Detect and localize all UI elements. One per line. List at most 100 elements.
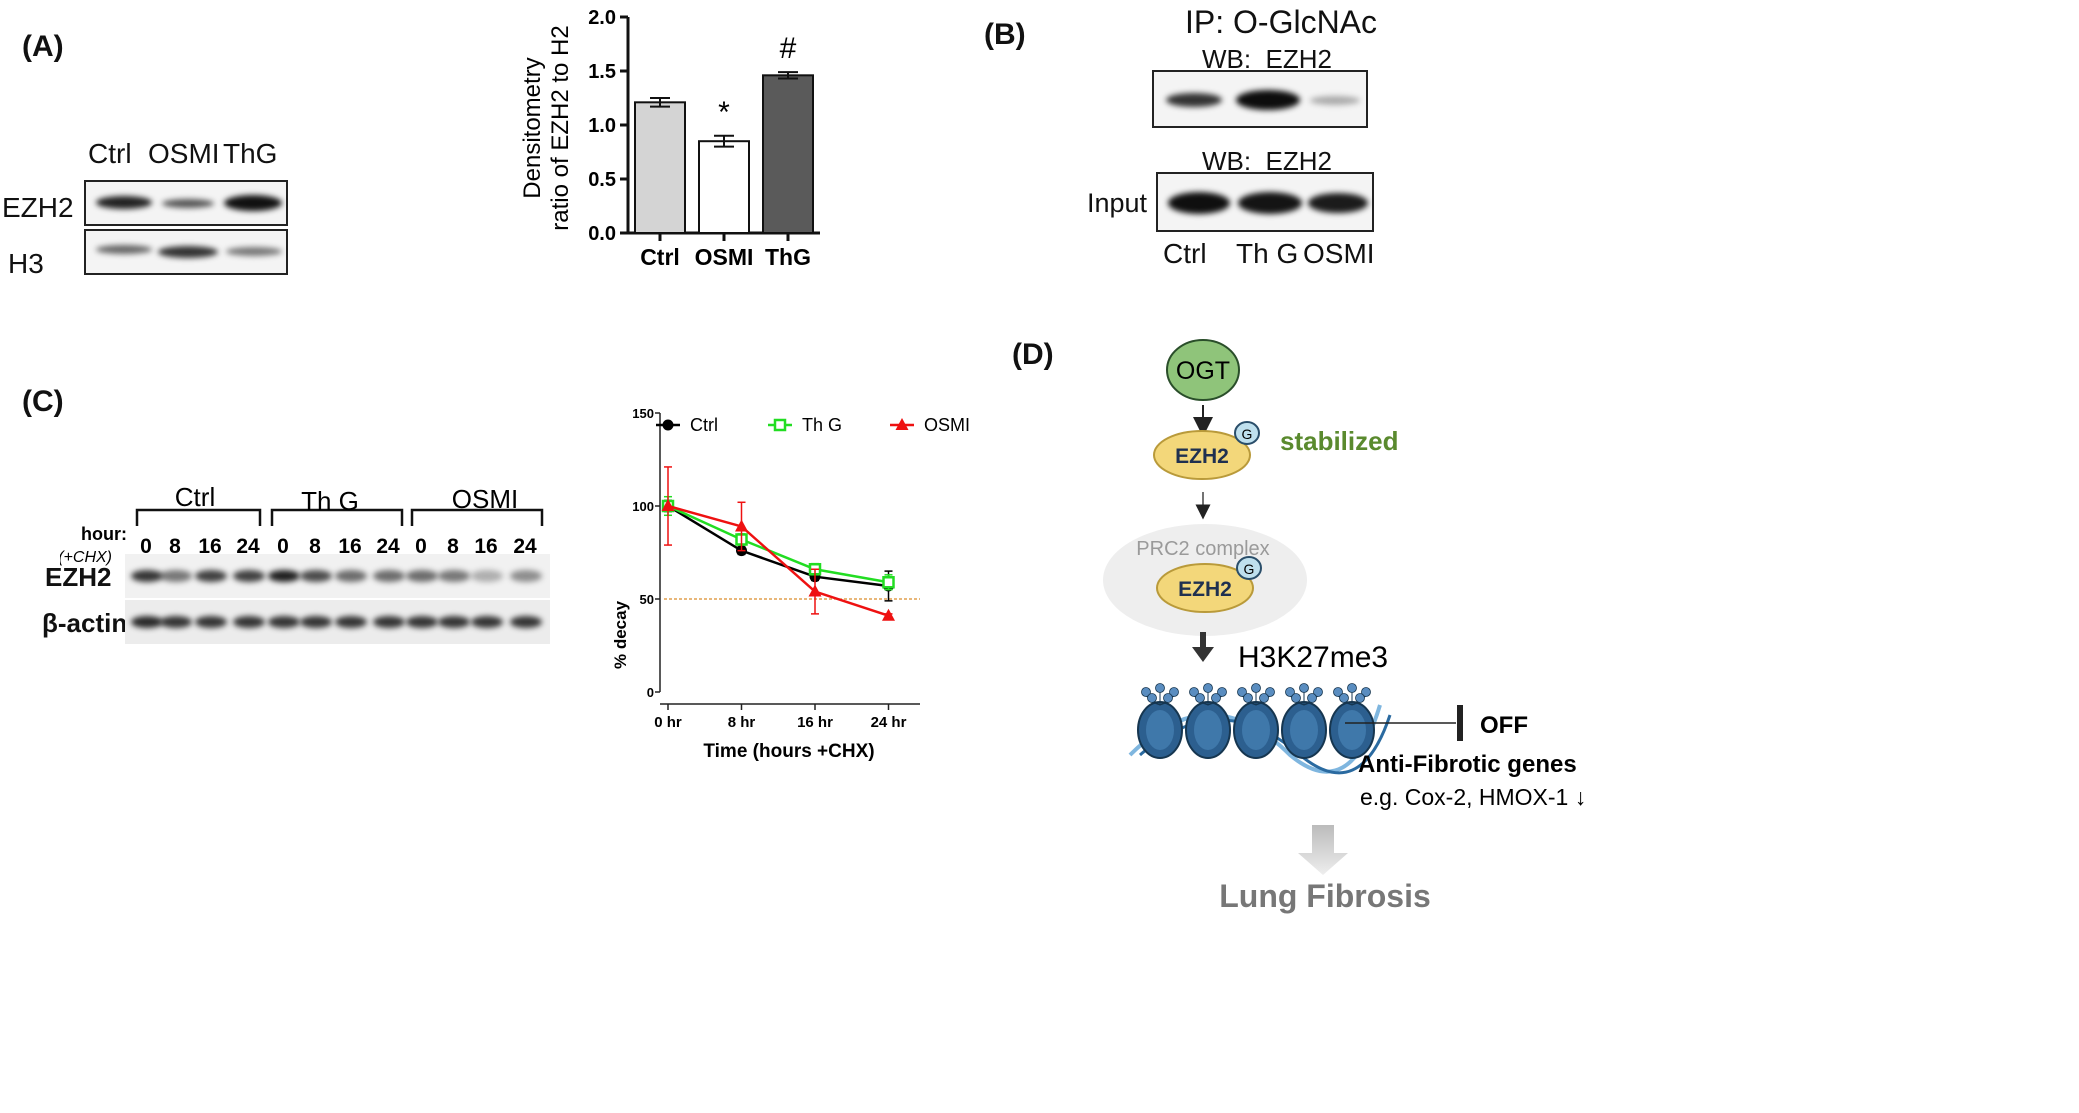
panel-c-label: (C) [22, 385, 64, 418]
blot-band [373, 616, 405, 628]
blot-band [300, 616, 332, 628]
row-label-actin-c: β-actin [42, 608, 128, 638]
bars [634, 71, 814, 234]
blot-band [1238, 192, 1302, 214]
y-tick-label: 1.5 [588, 61, 616, 83]
data-point [662, 419, 674, 431]
legend-label: Th G [802, 415, 842, 435]
blot-band [1308, 193, 1368, 213]
blot-band [1168, 192, 1230, 214]
y-tick-label: 0.0 [588, 223, 616, 245]
ip-label: IP: O-GlcNAc [1185, 4, 1378, 40]
x-tick-label: ThG [765, 244, 811, 270]
group-label-ctrl: Ctrl [175, 482, 215, 512]
hour-label-item: 16 [198, 535, 221, 558]
off-label: OFF [1480, 712, 1528, 739]
y-axis-label-line-2: ratio of EZH2 to H2 [547, 25, 574, 230]
blot-band [96, 245, 152, 254]
lane-label-osmi-b: OSMI [1303, 238, 1375, 269]
methyl-mark [1265, 687, 1275, 697]
g-tag-prc2-label: G [1244, 561, 1255, 577]
row-label-ezh2-c: EZH2 [45, 562, 112, 592]
hour-label-item: 8 [447, 535, 459, 558]
methyl-mark [1243, 693, 1253, 703]
row-label-ezh2: EZH2 [2, 192, 74, 223]
group-bracket-ctrl [135, 508, 262, 526]
hour-label-item: 8 [169, 535, 181, 558]
data-point [773, 418, 787, 432]
blot-band [1166, 93, 1222, 107]
methyl-mark [1313, 687, 1323, 697]
hour-label-item: 0 [140, 535, 152, 558]
hour-label-item: 16 [338, 535, 361, 558]
x-axis-label: Time (hours +CHX) [703, 741, 874, 762]
blot-band [131, 616, 163, 628]
blot-band [471, 616, 503, 628]
line-chart-c: 0 50 100 150 0 hr 8 hr 16 hr 24 hr Ctrl Th G OSMI… [611, 406, 970, 762]
chx-label: (+CHX) [60, 549, 112, 566]
wb-label-input: WB: EZH2 [1202, 146, 1333, 176]
lane-label-osmi: OSMI [148, 138, 220, 169]
significance-marker: # [780, 32, 797, 65]
x-tick-label: 16 hr [797, 714, 833, 731]
methyl-mark [1333, 687, 1343, 697]
methyl-mark [1251, 683, 1261, 693]
y-tick-label: 0.5 [588, 169, 616, 191]
diagram-d: OGT EZH2 G stabilized PRC2 complex EZH2 … [1103, 339, 1586, 914]
x-tick-label: OSMI [695, 244, 754, 270]
data-point [808, 584, 822, 597]
series-line-osmi [667, 504, 889, 617]
bar-osmi [698, 140, 750, 234]
lane-label-ctrl: Ctrl [88, 138, 132, 169]
y-axis-label: Densitometry ratio of EZH2 to H2 [519, 25, 574, 230]
x-tick-label: 8 hr [728, 714, 756, 731]
methyl-mark [1189, 687, 1199, 697]
group-bracket-thg [270, 508, 404, 526]
data-point [735, 519, 748, 532]
g-tag-label: G [1242, 426, 1253, 442]
ezh2-in-prc2-node [1156, 563, 1254, 613]
hour-label-item: 24 [376, 535, 400, 558]
hour-label-item: 0 [277, 535, 289, 558]
hour-label: hour: [81, 524, 127, 544]
legend-label: Ctrl [690, 415, 718, 435]
blot-band [438, 616, 470, 628]
y-tick-label: 150 [632, 406, 654, 421]
methyl-mark [1299, 683, 1309, 693]
methyl-mark [1195, 693, 1205, 703]
blot-band [268, 570, 300, 582]
methyl-mark [1361, 687, 1371, 697]
y-tick-label: 50 [640, 592, 654, 607]
stabilized-label: stabilized [1280, 426, 1398, 456]
lane-label-thg: ThG [223, 138, 278, 169]
blot-band [1236, 90, 1300, 110]
lane-label-thg-b: Th G [1236, 238, 1299, 269]
h3k27me3-label: H3K27me3 [1238, 641, 1388, 674]
anti-fibrotic-label: Anti-Fibrotic genes [1358, 751, 1577, 778]
series-line-ctrl [667, 504, 889, 588]
hour-labels: 0 8 16 24 0 8 16 24 0 8 16 24 [140, 535, 537, 558]
methyl-mark [1217, 687, 1227, 697]
methyl-mark [1347, 683, 1357, 693]
panel-d-label: (D) [1012, 338, 1054, 371]
wb-label-top: WB: EZH2 [1202, 44, 1333, 74]
blot-band [160, 570, 192, 582]
blot-band [510, 570, 542, 582]
ezh2-label: EZH2 [1175, 445, 1229, 468]
blot-band [195, 570, 227, 582]
lung-fibrosis-label: Lung Fibrosis [1219, 878, 1431, 914]
x-tick-label: 24 hr [871, 714, 907, 731]
data-point [882, 608, 895, 621]
blot-band [510, 616, 542, 628]
bar-chart-a: Densitometry ratio of EZH2 to H2 0.0 0.5 1… [519, 7, 820, 270]
blot-band [195, 616, 227, 628]
methyl-mark [1307, 693, 1317, 703]
data-point [882, 576, 895, 589]
hour-label-item: 16 [474, 535, 497, 558]
blot-band [471, 570, 503, 582]
blot-band [162, 199, 214, 208]
nucleosome-core [1242, 710, 1270, 750]
ogt-node [1166, 339, 1240, 401]
methyl-mark [1339, 693, 1349, 703]
nucleosome-core [1194, 710, 1222, 750]
